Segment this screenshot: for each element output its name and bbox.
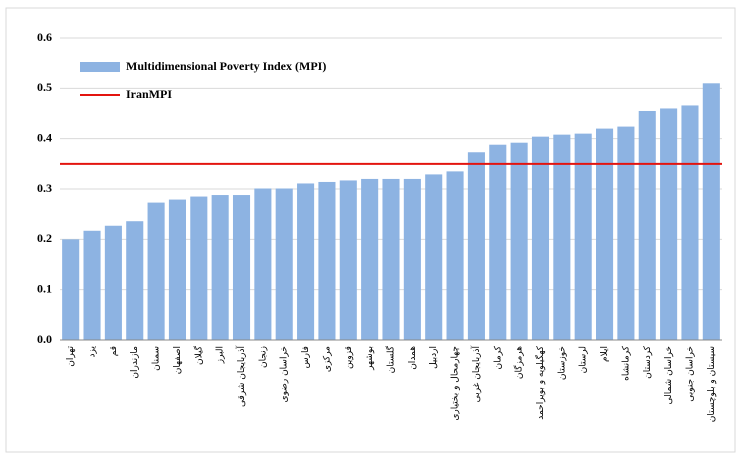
x-tick-label: اردبیل xyxy=(429,346,439,369)
bar xyxy=(254,188,272,340)
bar xyxy=(382,178,400,340)
x-tick-label: همدان xyxy=(408,346,418,370)
x-tick-label: هرمزگان xyxy=(513,346,525,379)
chart-frame xyxy=(5,7,736,453)
x-tick-label: آذربایجان شرقی xyxy=(235,346,247,407)
bar xyxy=(104,225,122,340)
y-tick-label: 0.2 xyxy=(37,231,52,245)
bar xyxy=(62,239,80,340)
bar xyxy=(275,188,293,340)
x-tick-label: آذربایجان غربی xyxy=(470,346,482,403)
bar xyxy=(339,180,357,340)
x-tick-label: قم xyxy=(109,346,119,356)
bar xyxy=(660,108,678,340)
legend-swatch xyxy=(80,62,120,72)
bar xyxy=(617,126,635,340)
bar xyxy=(403,178,421,340)
x-tick-label: خوزستان xyxy=(557,346,567,380)
bar xyxy=(638,110,656,340)
bar xyxy=(574,133,592,340)
bar xyxy=(425,174,443,340)
x-tick-label: مرکزی xyxy=(322,346,332,372)
bar xyxy=(702,83,720,341)
x-tick-label: فارس xyxy=(301,346,311,368)
bar xyxy=(467,152,485,340)
x-tick-label: زنجان xyxy=(258,346,268,368)
x-tick-label: لرستان xyxy=(579,346,589,373)
bar xyxy=(361,178,379,340)
bar xyxy=(83,230,101,340)
bar xyxy=(681,105,699,341)
bar xyxy=(596,128,614,340)
x-tick-label: چهارمحال و بختیاری xyxy=(451,346,461,421)
x-tick-label: اصفهان xyxy=(173,346,183,374)
x-tick-label: یزد xyxy=(88,346,98,358)
x-tick-label: قزوین xyxy=(344,346,354,369)
x-tick-label: البرز xyxy=(216,346,226,364)
y-tick-label: 0.4 xyxy=(37,130,52,144)
bar xyxy=(318,181,336,340)
x-tick-label: گیلان xyxy=(192,345,204,365)
bar xyxy=(553,134,571,340)
x-tick-label: سمنان xyxy=(152,346,162,371)
bar xyxy=(147,202,165,340)
x-tick-label: خراسان جنوبی xyxy=(685,346,695,402)
legend-label: Multidimensional Poverty Index (MPI) xyxy=(126,59,326,73)
x-tick-label: ایلام xyxy=(600,346,610,362)
bar xyxy=(297,183,315,340)
bar xyxy=(168,199,186,340)
x-tick-label: سیستان و بلوچستان xyxy=(707,346,717,422)
bar xyxy=(126,221,144,340)
bar xyxy=(510,142,528,340)
y-tick-label: 0.6 xyxy=(37,30,52,44)
bar xyxy=(232,195,251,340)
x-tick-label: بوشهر xyxy=(365,346,375,371)
y-tick-label: 0.3 xyxy=(37,181,52,195)
x-tick-label: کرمان xyxy=(493,345,503,369)
x-tick-label: کردستان xyxy=(643,345,653,379)
bar xyxy=(489,144,507,340)
x-tick-label: کرمانشاه xyxy=(621,345,631,381)
x-tick-label: خراسان رضوی xyxy=(280,346,290,402)
x-tick-label: خراسان شمالی xyxy=(664,346,674,405)
bar xyxy=(190,196,208,340)
y-tick-label: 0.5 xyxy=(37,80,52,94)
x-tick-label: مازندران xyxy=(130,346,140,379)
x-tick-label: کهگیلویه و بویراحمد xyxy=(534,345,546,419)
legend-label: IranMPI xyxy=(126,87,172,101)
bar xyxy=(531,136,550,340)
bar xyxy=(446,171,464,340)
x-tick-label: گلستان xyxy=(385,345,397,373)
x-tick-label: تهران xyxy=(66,346,76,367)
y-tick-label: 0.1 xyxy=(37,281,52,295)
bar xyxy=(211,195,229,340)
y-tick-label: 0.0 xyxy=(37,332,52,346)
